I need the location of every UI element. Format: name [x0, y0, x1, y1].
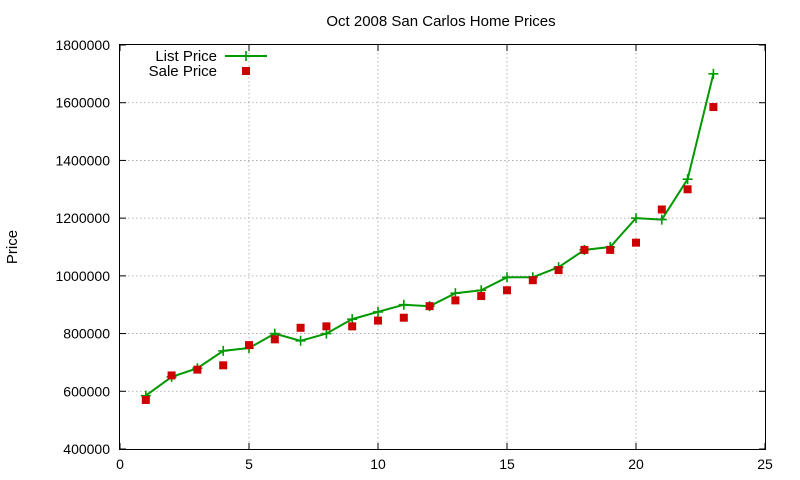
point-sale-price [709, 103, 718, 112]
legend-plus-icon [241, 51, 251, 61]
series-sale-price [141, 103, 718, 404]
tick-layer [119, 44, 766, 450]
point-sale-price [399, 313, 408, 322]
x-tick-label: 25 [757, 456, 773, 472]
point-sale-price [451, 296, 460, 305]
x-tick-label: 20 [628, 456, 644, 472]
point-sale-price [425, 302, 434, 311]
point-sale-price [554, 266, 563, 275]
point-sale-price [477, 292, 486, 301]
point-sale-price [193, 365, 202, 374]
point-sale-price [632, 238, 640, 247]
point-sale-price [657, 205, 666, 214]
plot-frame [119, 44, 766, 450]
grid-layer [120, 45, 765, 449]
y-tick-label: 1400000 [55, 152, 110, 168]
point-list-price [398, 299, 409, 310]
point-sale-price [167, 371, 176, 380]
legend-marker-sale-price [242, 67, 250, 75]
point-list-price [656, 214, 667, 225]
y-tick-label: 800000 [63, 326, 110, 342]
x-tick-label: 5 [245, 456, 253, 472]
point-list-price [682, 174, 693, 185]
point-list-price [502, 272, 512, 283]
y-tick-label: 1000000 [55, 268, 110, 284]
series-list-price [140, 68, 719, 401]
point-sale-price [322, 322, 331, 331]
y-tick-label: 1200000 [55, 210, 110, 226]
point-list-price [631, 213, 641, 224]
point-sale-price [270, 335, 279, 344]
point-sale-price [245, 341, 253, 350]
point-list-price [295, 335, 306, 346]
y-tick-label: 1800000 [55, 37, 110, 53]
y-axis-label: Price [4, 230, 21, 264]
x-tick-label: 15 [499, 456, 515, 472]
y-tick-labels: 400000 600000 800000 1000000 1200000 1400000 1… [55, 37, 110, 457]
x-tick-label: 0 [116, 456, 124, 472]
legend-marker-list-price [241, 51, 251, 61]
y-tick-label: 600000 [63, 383, 110, 399]
point-sale-price [348, 322, 357, 331]
point-sale-price [606, 245, 615, 254]
legend: List Price Sale Price [149, 48, 267, 80]
point-sale-price [219, 361, 228, 370]
point-list-price [373, 306, 383, 317]
legend-label-sale-price: Sale Price [149, 63, 217, 80]
legend-square-icon [242, 67, 250, 75]
point-sale-price [580, 245, 589, 254]
point-list-price [218, 345, 229, 356]
x-tick-label: 10 [370, 456, 386, 472]
legend-label-list-price: List Price [155, 48, 217, 65]
y-tick-label: 400000 [63, 441, 110, 457]
x-tick-labels: 0 5 10 15 20 25 [116, 456, 773, 472]
series-line-list-price [145, 73, 715, 397]
chart-title: Oct 2008 San Carlos Home Prices [326, 13, 555, 30]
point-sale-price [683, 185, 692, 194]
point-sale-price [374, 316, 382, 325]
point-sale-price [141, 395, 150, 404]
y-tick-label: 1600000 [55, 95, 110, 111]
point-sale-price [296, 323, 305, 332]
point-sale-price [503, 286, 511, 295]
point-sale-price [528, 276, 537, 285]
point-list-price [708, 68, 719, 79]
series-layer [140, 68, 719, 404]
